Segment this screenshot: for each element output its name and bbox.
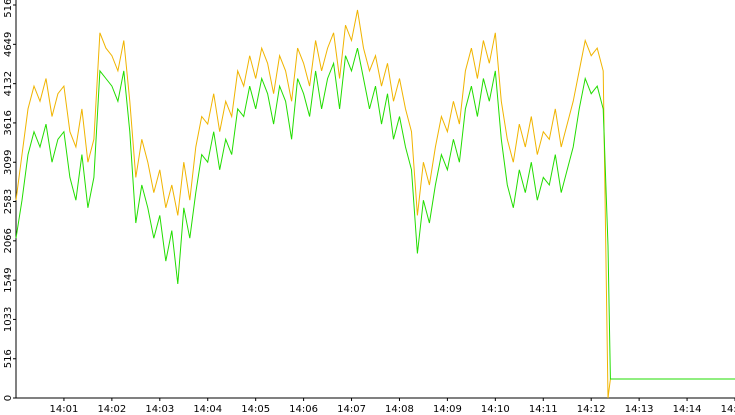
x-tick-label: 14:05 xyxy=(241,404,270,415)
x-tick-label: 14:15 xyxy=(721,404,735,415)
x-tick-label: 14:10 xyxy=(481,404,510,415)
y-tick-label: 4649 xyxy=(3,32,14,57)
y-tick-label: 2583 xyxy=(3,189,14,214)
x-tick-label: 14:06 xyxy=(289,404,318,415)
x-tick-label: 14:02 xyxy=(97,404,126,415)
x-tick-label: 14:11 xyxy=(529,404,558,415)
y-tick-label: 3099 xyxy=(3,150,14,175)
x-tick-label: 14:14 xyxy=(673,404,702,415)
x-tick-label: 14:09 xyxy=(433,404,462,415)
x-tick-label: 14:08 xyxy=(385,404,414,415)
y-tick-label: 0 xyxy=(3,395,14,401)
x-tick-label: 14:04 xyxy=(193,404,222,415)
y-tick-label: 1033 xyxy=(3,307,14,332)
x-tick-label: 14:07 xyxy=(337,404,366,415)
y-tick-label: 3616 xyxy=(3,110,14,135)
y-tick-label: 1549 xyxy=(3,267,14,292)
y-tick-label: 4132 xyxy=(3,71,14,96)
series-line xyxy=(15,47,735,380)
x-tick-label: 14:03 xyxy=(145,404,174,415)
series-line xyxy=(15,9,735,399)
x-tick-label: 14:12 xyxy=(577,404,606,415)
x-tick-label: 14:13 xyxy=(625,404,654,415)
y-tick-label: 516 xyxy=(3,349,14,368)
x-tick-label: 14:01 xyxy=(50,404,79,415)
y-tick-label: 2066 xyxy=(3,228,14,253)
y-tick-label: 5166 xyxy=(3,0,14,18)
